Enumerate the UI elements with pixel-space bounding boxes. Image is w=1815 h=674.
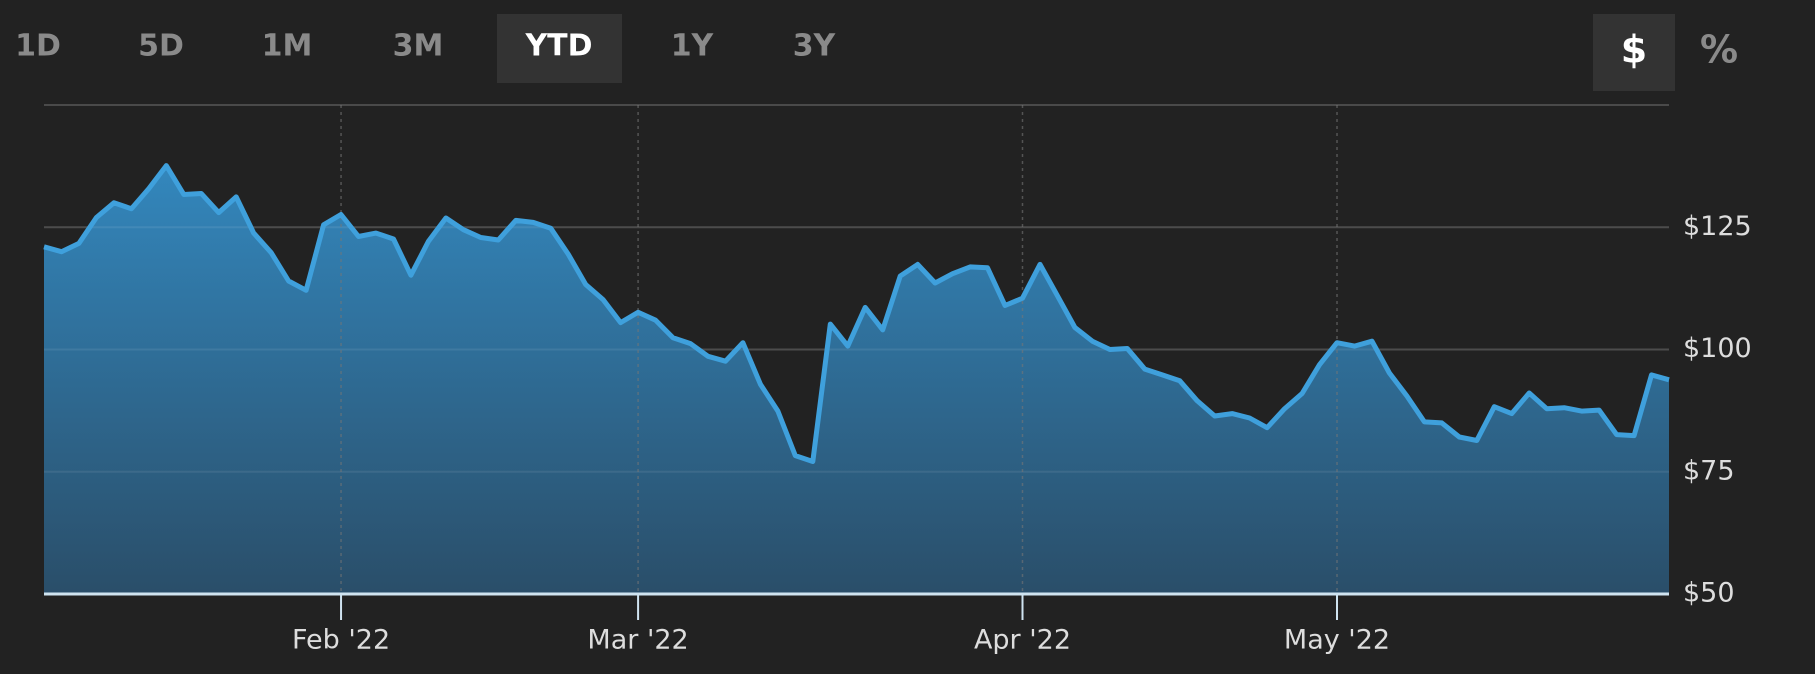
unit-button[interactable]: % (1700, 28, 1738, 72)
range-button[interactable]: 1M (262, 29, 313, 64)
range-button[interactable]: YTD (524, 29, 592, 64)
range-button[interactable]: 3Y (793, 29, 837, 64)
unit-button[interactable]: $ (1621, 28, 1647, 72)
area-fill (44, 165, 1669, 594)
range-button[interactable]: 1Y (671, 29, 715, 64)
x-tick-label: Mar '22 (587, 625, 688, 656)
y-tick-label: $75 (1683, 455, 1735, 486)
x-tick-label: Feb '22 (292, 625, 390, 656)
range-button-bg (497, 14, 622, 83)
range-button[interactable]: 3M (393, 29, 444, 64)
y-tick-label: $125 (1683, 211, 1752, 242)
x-tick-label: Apr '22 (974, 625, 1071, 656)
price-line (43, 163, 1670, 464)
unit-button-bg (1593, 14, 1675, 91)
y-tick-label: $100 (1683, 333, 1752, 364)
range-button[interactable]: 1D (15, 29, 61, 64)
range-button[interactable]: 5D (138, 29, 184, 64)
y-tick-label: $50 (1683, 578, 1735, 609)
x-tick-label: May '22 (1284, 625, 1390, 656)
